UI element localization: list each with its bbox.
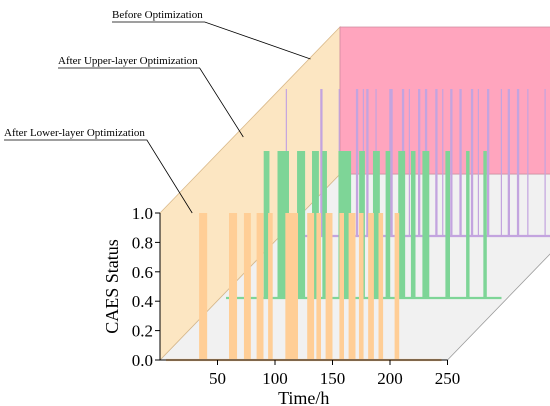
status-bar (355, 89, 359, 236)
status-bar (527, 89, 529, 236)
status-bar (316, 213, 321, 360)
status-bar (372, 151, 380, 298)
series-callout-label: After Upper-layer Optimization (58, 55, 198, 67)
y-tick-label: 0.0 (132, 351, 153, 370)
status-bar (445, 151, 450, 298)
series-callout-label: Before Optimization (112, 9, 203, 21)
status-bar (378, 213, 384, 360)
y-tick-label: 0.2 (132, 322, 153, 341)
y-tick-label: 0.8 (132, 233, 153, 252)
status-bar (368, 213, 374, 360)
status-bar (394, 213, 400, 360)
status-bar (322, 151, 327, 298)
status-bar (348, 213, 356, 360)
y-tick-label: 1.0 (132, 204, 153, 223)
x-tick-label: 50 (209, 369, 226, 388)
x-tick-label: 250 (435, 369, 461, 388)
x-tick-label: 150 (320, 369, 346, 388)
status-bar (263, 151, 270, 298)
status-bar (285, 213, 298, 360)
status-bar (408, 89, 410, 236)
status-bar (307, 213, 315, 360)
callout-leader-line (58, 67, 244, 138)
status-bar (422, 151, 430, 298)
status-bar (459, 89, 462, 236)
status-bar (410, 151, 416, 298)
status-bar (243, 213, 251, 360)
x-axis-title: Time/h (278, 388, 329, 406)
status-bar (470, 89, 474, 236)
series-1 (226, 151, 502, 300)
status-bar (385, 151, 391, 298)
status-bar (358, 213, 364, 360)
y-tick-label: 0.4 (132, 292, 154, 311)
status-bar (256, 213, 264, 360)
status-bar (544, 89, 546, 236)
status-bar (500, 89, 502, 236)
status-bar (199, 213, 208, 360)
status-bar (297, 151, 306, 298)
status-bar (339, 213, 344, 360)
status-bar (483, 151, 487, 298)
status-bar (450, 89, 453, 236)
status-bar (442, 89, 444, 236)
x-tick-label: 100 (262, 369, 288, 388)
callout-leader-line (4, 139, 193, 214)
status-bar (312, 151, 319, 298)
y-axis-title: CAES Status (102, 239, 122, 334)
status-bar (466, 151, 470, 298)
series-callout-label: After Lower-layer Optimization (4, 127, 145, 139)
x-tick-label: 200 (377, 369, 403, 388)
status-bar (389, 89, 393, 236)
status-bar (325, 213, 333, 360)
status-bar (487, 89, 490, 236)
status-bar (277, 151, 289, 298)
status-bar (229, 213, 238, 360)
status-bar (477, 89, 479, 236)
status-bar (516, 89, 520, 236)
status-bar (435, 89, 438, 236)
status-bar (320, 89, 323, 236)
status-bar (398, 151, 406, 298)
callout-leader-line (112, 21, 311, 60)
status-bar (366, 89, 369, 236)
y-tick-label: 0.6 (132, 263, 153, 282)
status-bar (418, 89, 421, 236)
status-bar (507, 89, 510, 236)
status-bar (268, 213, 273, 360)
